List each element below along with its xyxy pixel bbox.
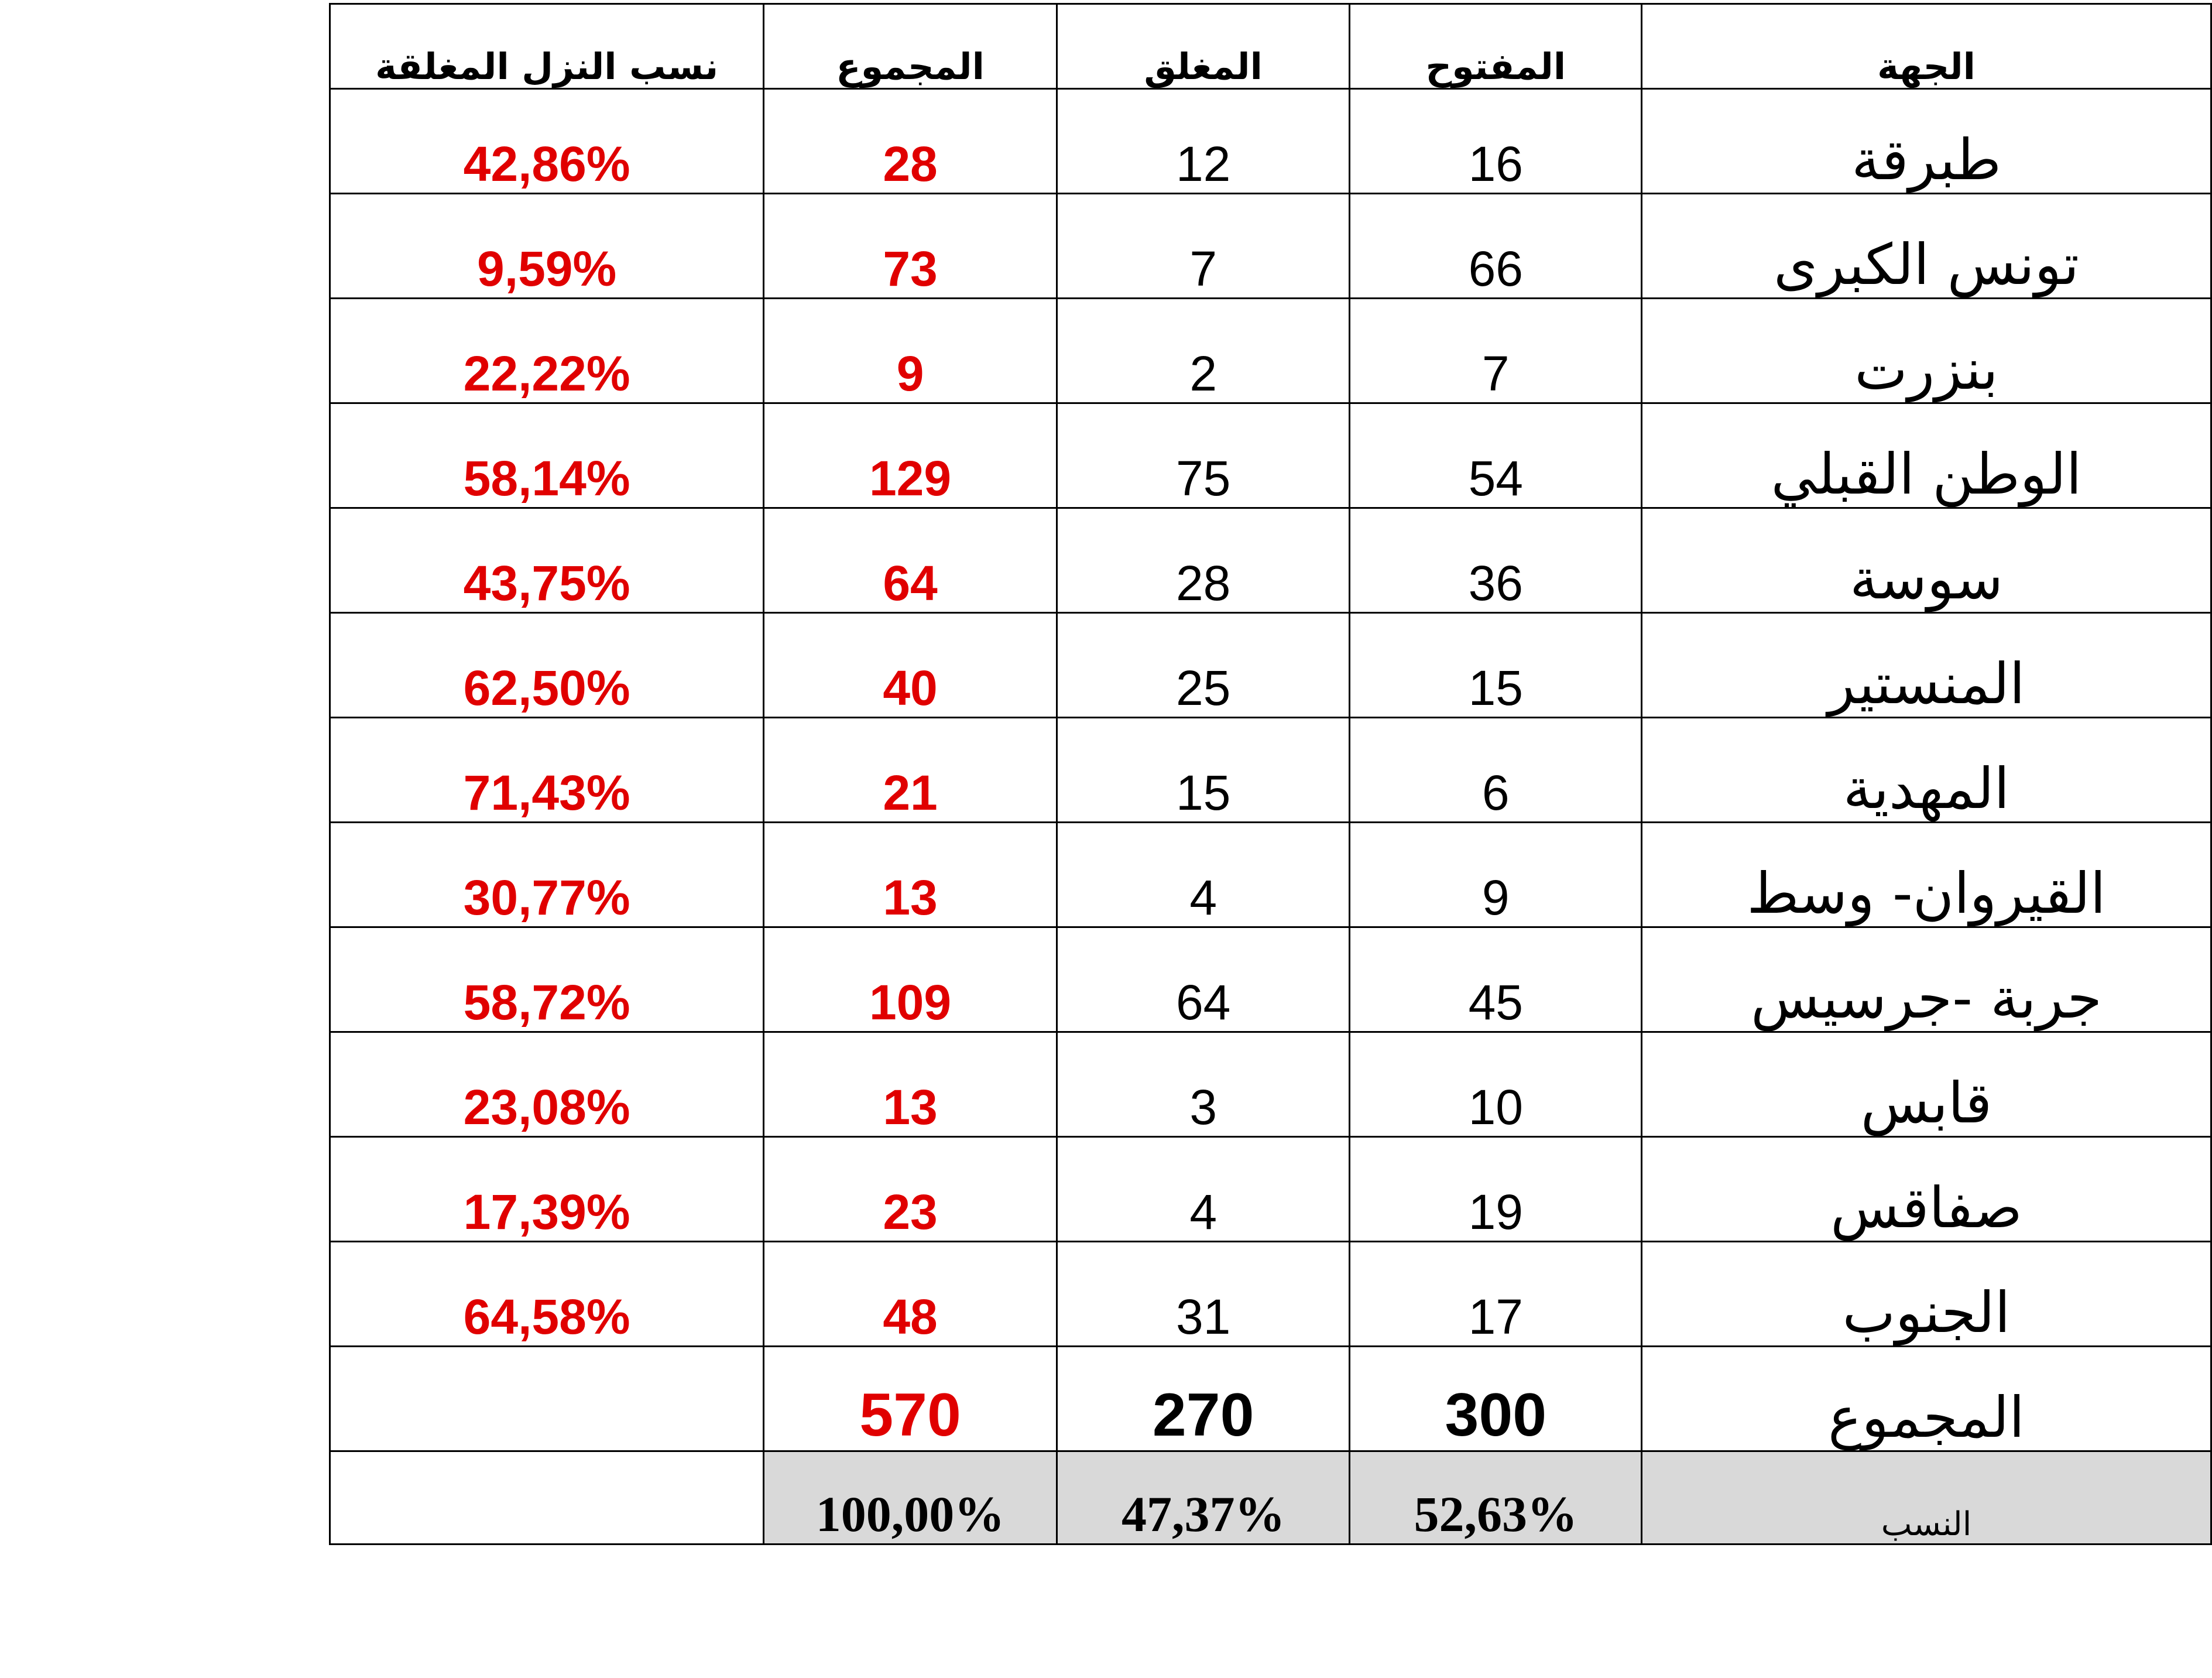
cell-closed-pct: 23,08% (328, 1031, 765, 1138)
ratios-label: النسب (1641, 1450, 2212, 1545)
cell-open: 17 (1349, 1241, 1643, 1347)
ratios-total: 100,00% (763, 1450, 1058, 1545)
cell-region: طبرقة (1641, 88, 2212, 194)
cell-open: 6 (1349, 717, 1643, 823)
table-row: المنستير 15 25 40 62,50% (328, 612, 2212, 718)
table-row: الجنوب 17 31 48 64,58% (328, 1241, 2212, 1347)
totals-row: المجموع 300 270 570 (328, 1345, 2212, 1452)
cell-total: 109 (763, 926, 1058, 1033)
table-row: تونس الكبرى 66 7 73 9,59% (328, 193, 2212, 299)
cell-region: تونس الكبرى (1641, 193, 2212, 299)
cell-closed-pct: 62,50% (328, 612, 765, 718)
cell-closed: 4 (1055, 1136, 1351, 1242)
totals-total: 570 (763, 1345, 1058, 1452)
cell-open: 15 (1349, 612, 1643, 718)
cell-closed: 7 (1055, 193, 1351, 299)
table-row: سوسة 36 28 64 43,75% (328, 507, 2212, 614)
cell-closed-pct: 42,86% (328, 88, 765, 194)
header-closed: المغلق (1055, 3, 1351, 90)
table-row: قابس 10 3 13 23,08% (328, 1031, 2212, 1138)
cell-closed-pct: 17,39% (328, 1136, 765, 1242)
cell-open: 54 (1349, 402, 1643, 509)
table-row: المهدية 6 15 21 71,43% (328, 717, 2212, 823)
cell-region: سوسة (1641, 507, 2212, 614)
cell-total: 13 (763, 821, 1058, 928)
cell-closed: 4 (1055, 821, 1351, 928)
cell-open: 16 (1349, 88, 1643, 194)
cell-closed-pct: 43,75% (328, 507, 765, 614)
table-row: جربة -جرسيس 45 64 109 58,72% (328, 926, 2212, 1033)
cell-region: المنستير (1641, 612, 2212, 718)
cell-open: 19 (1349, 1136, 1643, 1242)
table-row: بنزرت 7 2 9 22,22% (328, 297, 2212, 404)
ratios-closed: 47,37% (1055, 1450, 1351, 1545)
cell-total: 64 (763, 507, 1058, 614)
cell-closed: 2 (1055, 297, 1351, 404)
cell-open: 36 (1349, 507, 1643, 614)
totals-label: المجموع (1641, 1345, 2212, 1452)
cell-open: 66 (1349, 193, 1643, 299)
totals-empty (328, 1345, 765, 1452)
cell-closed: 12 (1055, 88, 1351, 194)
ratios-open: 52,63% (1349, 1450, 1643, 1545)
cell-open: 9 (1349, 821, 1643, 928)
header-closed-pct: نسب النزل المغلقة (328, 3, 765, 90)
hotels-table: الجهة المفتوح المغلق المجموع نسب النزل ا… (328, 3, 2212, 1545)
cell-closed-pct: 30,77% (328, 821, 765, 928)
cell-closed: 64 (1055, 926, 1351, 1033)
cell-total: 23 (763, 1136, 1058, 1242)
totals-open: 300 (1349, 1345, 1643, 1452)
cell-total: 40 (763, 612, 1058, 718)
cell-total: 13 (763, 1031, 1058, 1138)
cell-closed-pct: 22,22% (328, 297, 765, 404)
cell-closed: 31 (1055, 1241, 1351, 1347)
cell-closed-pct: 58,14% (328, 402, 765, 509)
cell-region: الوطن القبلي (1641, 402, 2212, 509)
cell-total: 129 (763, 402, 1058, 509)
cell-total: 21 (763, 717, 1058, 823)
cell-region: بنزرت (1641, 297, 2212, 404)
cell-closed: 15 (1055, 717, 1351, 823)
cell-closed: 3 (1055, 1031, 1351, 1138)
cell-region: المهدية (1641, 717, 2212, 823)
cell-region: القيروان- وسط (1641, 821, 2212, 928)
cell-closed: 25 (1055, 612, 1351, 718)
cell-open: 10 (1349, 1031, 1643, 1138)
cell-closed-pct: 58,72% (328, 926, 765, 1033)
cell-closed-pct: 71,43% (328, 717, 765, 823)
ratios-empty (328, 1450, 765, 1545)
cell-region: الجنوب (1641, 1241, 2212, 1347)
cell-total: 48 (763, 1241, 1058, 1347)
header-row: الجهة المفتوح المغلق المجموع نسب النزل ا… (328, 3, 2212, 90)
cell-closed: 75 (1055, 402, 1351, 509)
ratios-row: النسب 52,63% 47,37% 100,00% (328, 1450, 2212, 1545)
cell-region: قابس (1641, 1031, 2212, 1138)
cell-open: 7 (1349, 297, 1643, 404)
cell-closed-pct: 9,59% (328, 193, 765, 299)
table-row: صفاقس 19 4 23 17,39% (328, 1136, 2212, 1242)
cell-region: جربة -جرسيس (1641, 926, 2212, 1033)
cell-open: 45 (1349, 926, 1643, 1033)
cell-closed: 28 (1055, 507, 1351, 614)
header-region: الجهة (1641, 3, 2212, 90)
cell-total: 73 (763, 193, 1058, 299)
cell-region: صفاقس (1641, 1136, 2212, 1242)
table-row: القيروان- وسط 9 4 13 30,77% (328, 821, 2212, 928)
cell-total: 28 (763, 88, 1058, 194)
cell-closed-pct: 64,58% (328, 1241, 765, 1347)
totals-closed: 270 (1055, 1345, 1351, 1452)
table-row: طبرقة 16 12 28 42,86% (328, 88, 2212, 194)
cell-total: 9 (763, 297, 1058, 404)
table-row: الوطن القبلي 54 75 129 58,14% (328, 402, 2212, 509)
header-total: المجموع (763, 3, 1058, 90)
header-open: المفتوح (1349, 3, 1643, 90)
